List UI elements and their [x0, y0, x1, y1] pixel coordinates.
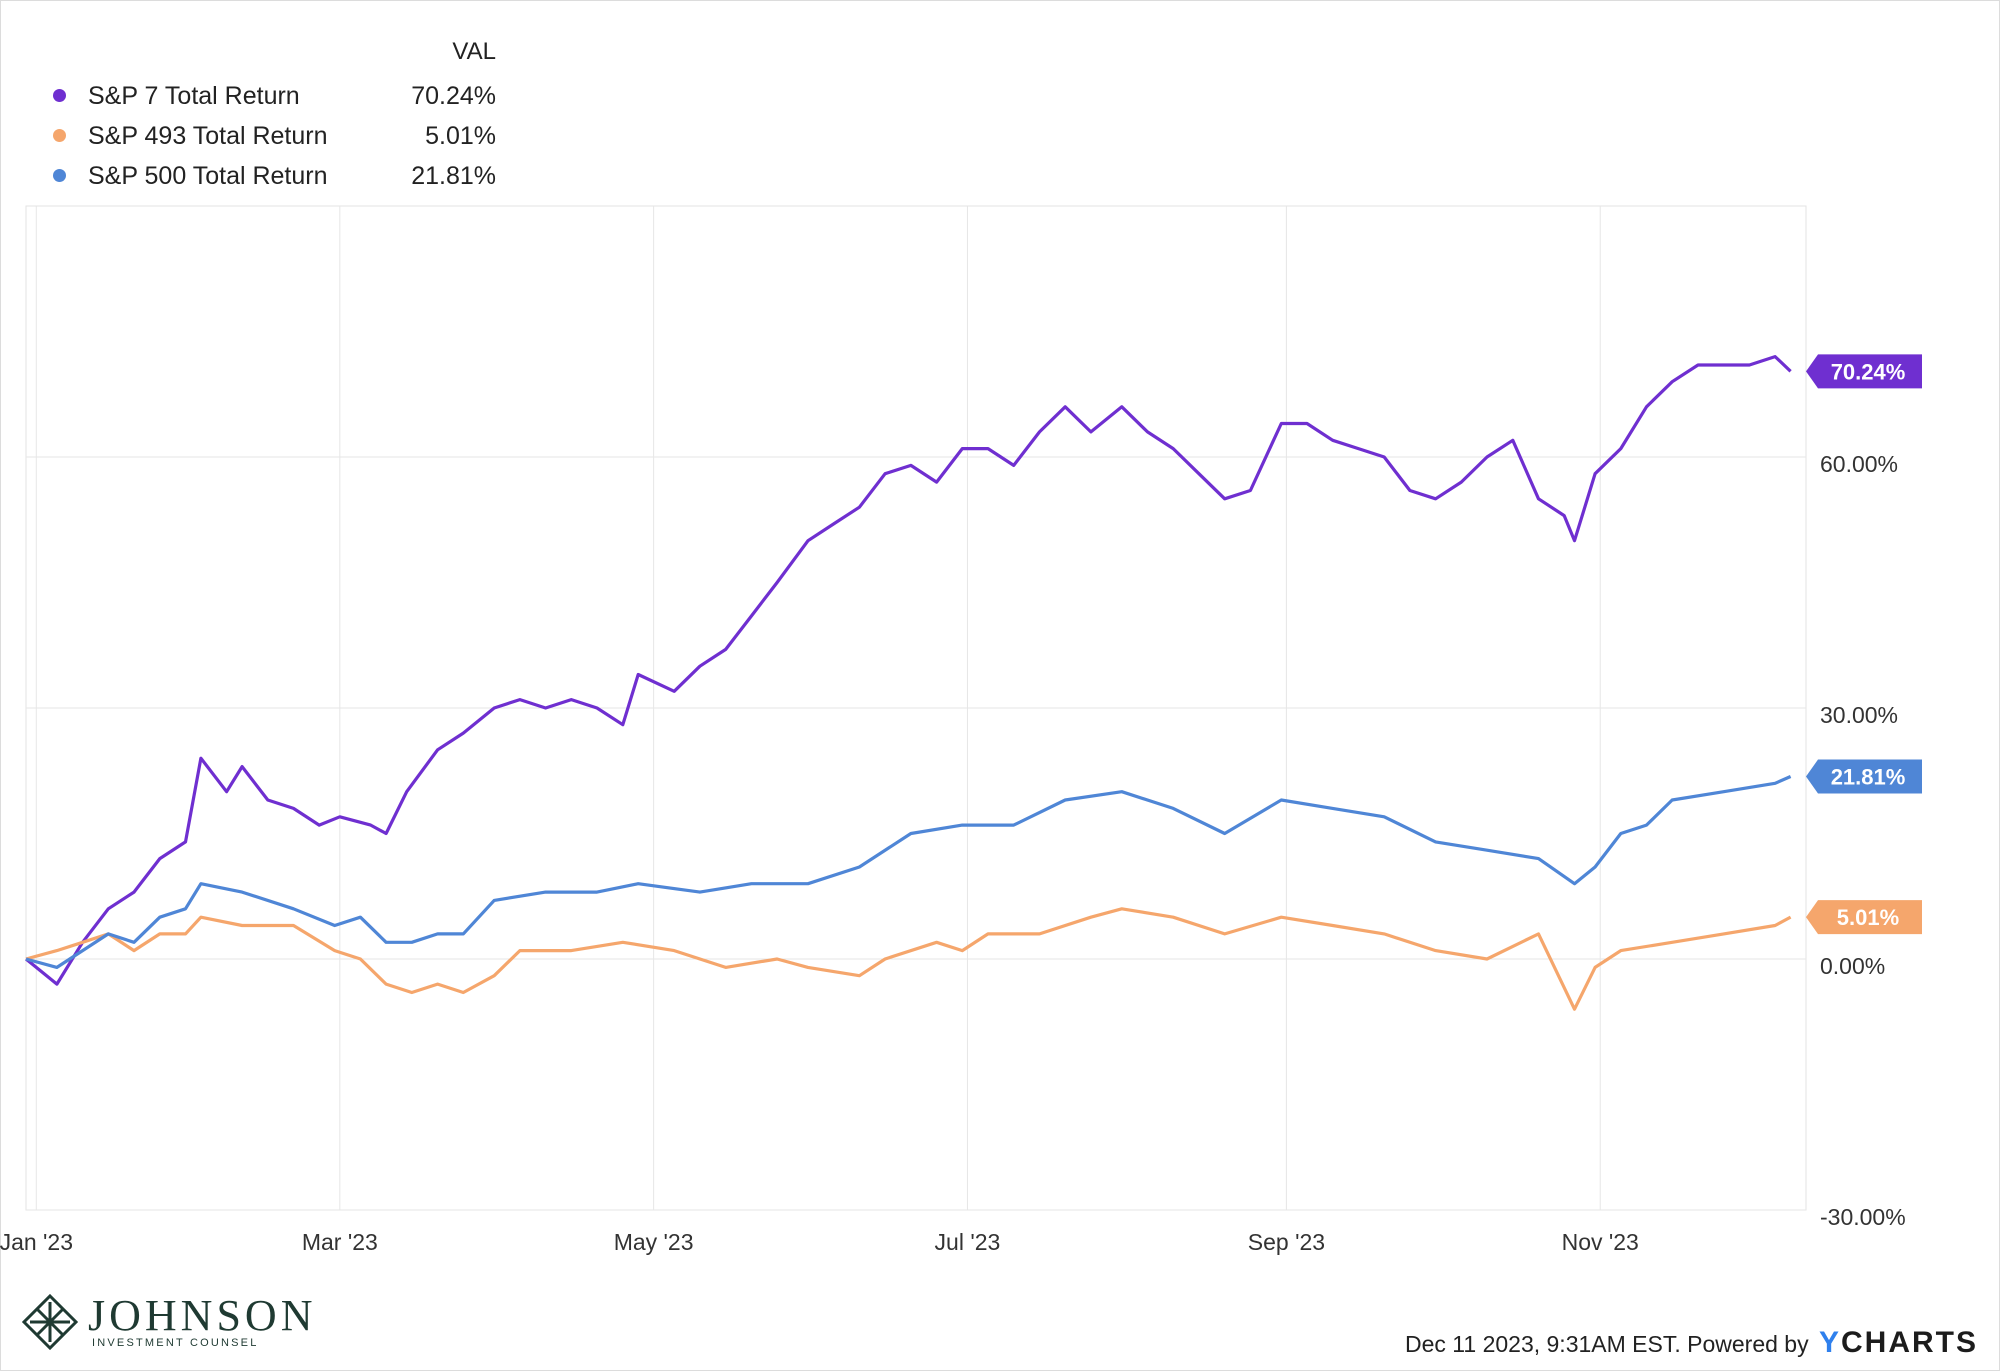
legend-item-value: 5.01% — [425, 122, 496, 150]
end-label-text: 5.01% — [1837, 905, 1899, 930]
legend-item-value: 21.81% — [411, 162, 496, 190]
footer-attribution: Dec 11 2023, 9:31AM EST. Powered by YCHA… — [1405, 1326, 1978, 1360]
series-line-1 — [24, 355, 1792, 986]
brand-y: Y — [1818, 1326, 1841, 1359]
legend-item-name: S&P 493 Total Return — [88, 122, 328, 150]
logo-mark-icon — [22, 1294, 78, 1350]
x-tick-label: Sep '23 — [1248, 1229, 1325, 1255]
end-value-label: 5.01% — [1806, 900, 1922, 935]
y-tick-label: -30.00% — [1820, 1204, 1906, 1230]
legend-dot-icon — [53, 129, 66, 142]
legend-dot-icon — [53, 169, 66, 182]
legend-dot-icon — [53, 89, 66, 102]
end-value-label: 21.81% — [1806, 759, 1922, 794]
legend-header: VAL — [452, 38, 496, 65]
end-label-tag — [1806, 759, 1922, 794]
ycharts-link[interactable]: YCHARTS — [1819, 1326, 1978, 1359]
x-tick-label: Mar '23 — [302, 1229, 378, 1255]
legend-item-sp500[interactable]: S&P 500 Total Return 21.81% — [50, 160, 500, 190]
x-tick-label: Jan '23 — [0, 1229, 73, 1255]
x-tick-label: May '23 — [614, 1229, 694, 1255]
x-tick-label: Nov '23 — [1562, 1229, 1639, 1255]
end-label-text: 70.24% — [1831, 359, 1906, 384]
legend-item-sp493[interactable]: S&P 493 Total Return 5.01% — [50, 120, 500, 150]
y-tick-label: 0.00% — [1820, 953, 1885, 979]
legend-item-name: S&P 7 Total Return — [88, 82, 300, 110]
johnson-logo: JOHNSON INVESTMENT COUNSEL — [22, 1292, 342, 1352]
legend-item-name: S&P 500 Total Return — [88, 162, 328, 190]
end-value-label: 70.24% — [1806, 354, 1922, 389]
end-label-text: 21.81% — [1831, 765, 1906, 790]
legend-item-sp7[interactable]: S&P 7 Total Return 70.24% — [50, 80, 500, 110]
logo-name: JOHNSON — [88, 1291, 317, 1340]
end-label-tag — [1806, 354, 1922, 389]
series-line-2 — [25, 907, 1792, 1011]
legend-item-value: 70.24% — [411, 82, 496, 110]
y-tick-label: 60.00% — [1820, 451, 1898, 477]
end-label-tag — [1806, 900, 1922, 935]
logo-subtitle: INVESTMENT COUNSEL — [92, 1337, 259, 1349]
series-line-3 — [25, 775, 1792, 969]
x-tick-label: Jul '23 — [935, 1229, 1001, 1255]
timestamp: Dec 11 2023, 9:31AM EST. Powered by — [1405, 1331, 1809, 1357]
y-tick-label: 30.00% — [1820, 702, 1898, 728]
brand-rest: CHARTS — [1841, 1326, 1978, 1359]
